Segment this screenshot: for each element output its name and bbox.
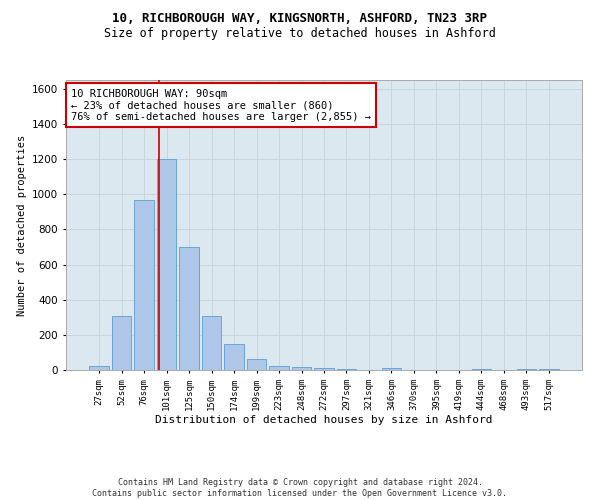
- Bar: [269, 366, 289, 370]
- Text: 10 RICHBOROUGH WAY: 90sqm
← 23% of detached houses are smaller (860)
76% of semi: 10 RICHBOROUGH WAY: 90sqm ← 23% of detac…: [71, 88, 371, 122]
- Bar: [112, 316, 131, 370]
- Text: 10, RICHBOROUGH WAY, KINGSNORTH, ASHFORD, TN23 3RP: 10, RICHBOROUGH WAY, KINGSNORTH, ASHFORD…: [113, 12, 487, 26]
- Bar: [314, 368, 334, 370]
- X-axis label: Distribution of detached houses by size in Ashford: Distribution of detached houses by size …: [155, 416, 493, 426]
- Bar: [337, 369, 356, 370]
- Bar: [89, 366, 109, 370]
- Bar: [202, 316, 221, 370]
- Bar: [382, 368, 401, 370]
- Text: Contains HM Land Registry data © Crown copyright and database right 2024.
Contai: Contains HM Land Registry data © Crown c…: [92, 478, 508, 498]
- Bar: [472, 369, 491, 370]
- Text: Size of property relative to detached houses in Ashford: Size of property relative to detached ho…: [104, 28, 496, 40]
- Bar: [179, 247, 199, 370]
- Bar: [247, 358, 266, 370]
- Bar: [157, 159, 176, 370]
- Bar: [224, 344, 244, 370]
- Y-axis label: Number of detached properties: Number of detached properties: [17, 134, 26, 316]
- Bar: [517, 369, 536, 370]
- Bar: [539, 369, 559, 370]
- Bar: [134, 200, 154, 370]
- Bar: [292, 368, 311, 370]
